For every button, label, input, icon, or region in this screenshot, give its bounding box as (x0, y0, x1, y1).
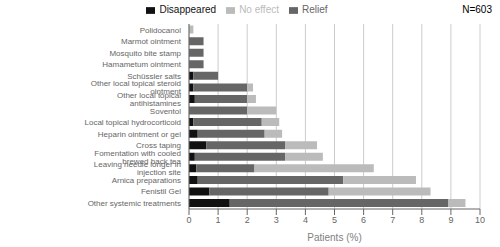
svg-text:Patients (%): Patients (%) (307, 232, 361, 243)
svg-text:4: 4 (303, 215, 308, 225)
svg-text:Other systemic treatments: Other systemic treatments (88, 199, 181, 208)
svg-text:6: 6 (361, 215, 366, 225)
svg-text:Fenistil Gel: Fenistil Gel (141, 187, 181, 196)
svg-text:Heparin ointment or gel: Heparin ointment or gel (98, 130, 181, 139)
svg-text:Cross taping: Cross taping (136, 141, 181, 150)
svg-text:1: 1 (216, 215, 221, 225)
svg-text:Schüssler salts: Schüssler salts (127, 72, 181, 81)
svg-text:10: 10 (475, 215, 485, 225)
svg-text:Marmot ointment: Marmot ointment (121, 37, 182, 46)
svg-text:8: 8 (419, 215, 424, 225)
svg-text:9: 9 (448, 215, 453, 225)
svg-text:3: 3 (274, 215, 279, 225)
svg-text:2: 2 (245, 215, 250, 225)
svg-text:5: 5 (332, 215, 337, 225)
svg-text:0: 0 (186, 215, 191, 225)
svg-text:Polidocanol: Polidocanol (140, 26, 182, 35)
svg-text:Local topical hydrocorticoid: Local topical hydrocorticoid (85, 118, 182, 127)
svg-text:Other local topical steroidoin: Other local topical steroidointment (91, 79, 182, 96)
svg-text:Fomentation with cooledbrewed: Fomentation with cooledbrewed back tea (94, 149, 181, 166)
svg-text:Hamametum ointment: Hamametum ointment (102, 60, 181, 69)
svg-text:Mosquito bite stamp: Mosquito bite stamp (109, 49, 181, 58)
svg-text:7: 7 (390, 215, 395, 225)
